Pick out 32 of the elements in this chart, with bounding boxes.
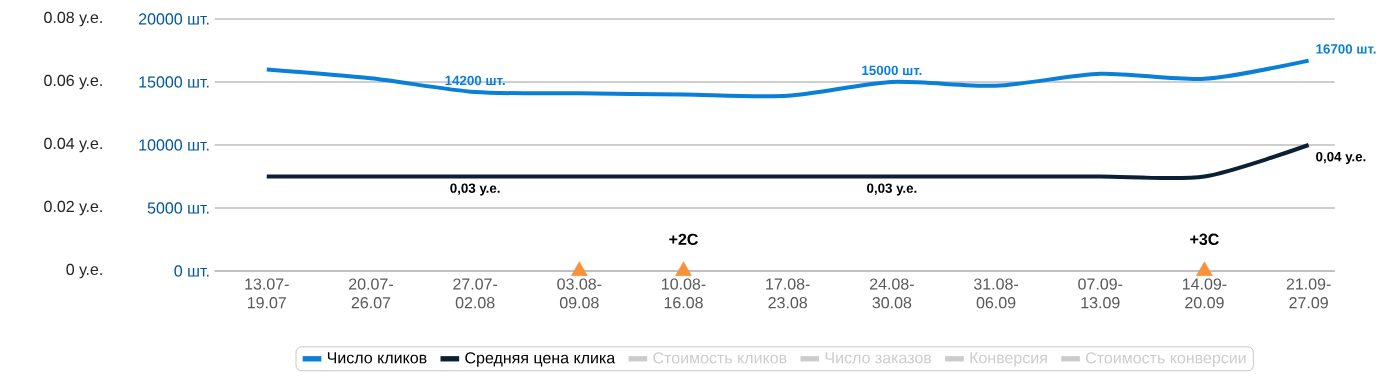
annotation: +3C [1190,233,1219,245]
y-tick-label: 20000 шт. [138,13,209,25]
y-tick-label: 0 шт. [174,265,209,277]
y-tick-label: 10000 шт. [139,139,209,151]
x-tick-label: 27.07-02.08 [453,278,498,309]
x-tick-label: 21.09-27.09 [1286,278,1331,309]
x-tick-label: 20.07-26.07 [349,278,393,309]
data-label: 16700 шт. [1316,44,1376,54]
y2-tick-label: 0.06 у.е. [44,74,102,90]
x-tick-label: 31.08-06.09 [973,278,1019,309]
y2-tick-label: 0.02 у.е. [44,200,102,216]
y-tick-label: 15000 шт. [139,76,209,88]
y2-tick-label: 0.08 у.е. [44,11,102,27]
data-label: 14200 шт. [445,75,505,86]
x-tick-label: 10.08-16.08 [662,278,706,309]
x-tick-label: 07.09-13.09 [1078,278,1123,309]
annotation: +2C [669,233,698,245]
x-tick-label: 17.08-23.08 [766,278,810,309]
line-series [264,58,1311,99]
data-label: 15000 шт. [862,65,922,76]
y2-tick-label: 0 у.е. [66,263,102,279]
x-tick-label: 03.08-09.08 [557,278,602,309]
legend-label: Число кликов [327,352,427,364]
data-label: 0,03 у.е. [450,183,500,196]
x-tick-label: 13.07-19.07 [245,278,289,309]
y-tick-label: 5000 шт. [147,202,209,214]
data-label: 0,03 у.е. [867,183,917,196]
data-label: 0,04 у.е. [1316,151,1366,165]
x-tick-label: 14.09-20.09 [1182,278,1227,309]
legend-label: Средняя цена клика [465,352,616,367]
y2-tick-label: 0.04 у.е. [44,137,102,153]
x-tick-label: 24.08-30.08 [870,278,914,309]
